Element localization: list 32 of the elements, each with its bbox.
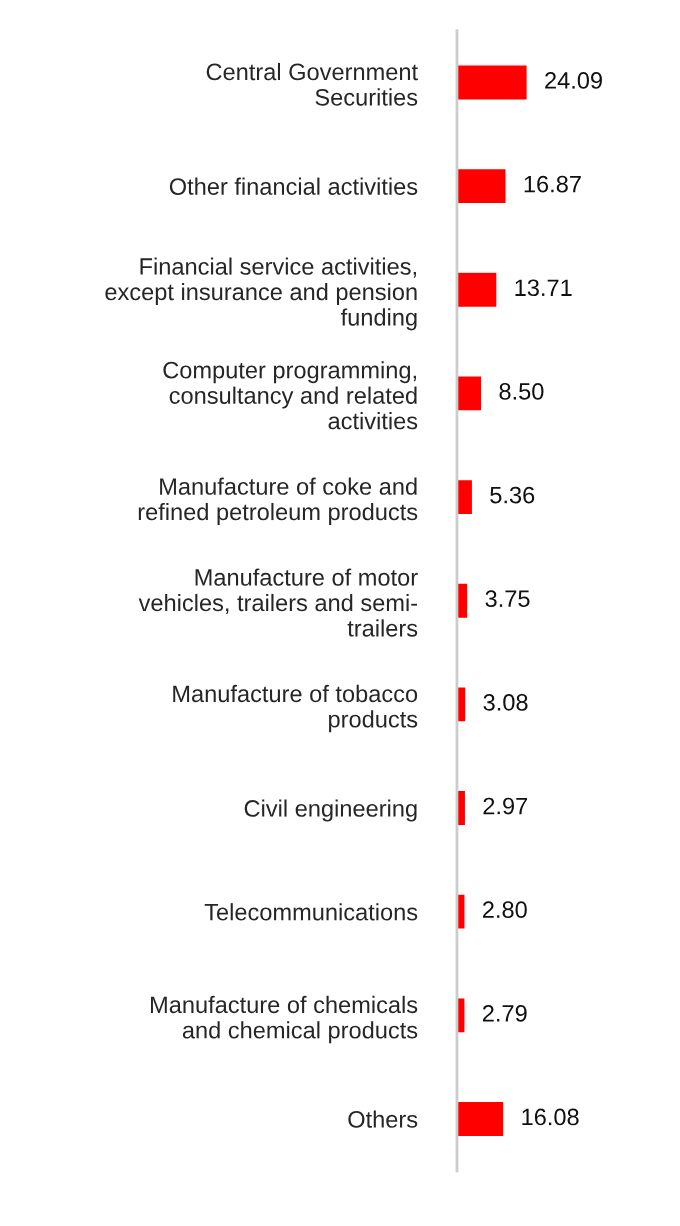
y-tick-label: Central Government Securities	[206, 62, 418, 106]
data-label: 3.08	[483, 694, 528, 711]
y-tick-label: Financial service activities, except insurance and pension funding	[105, 257, 417, 331]
bar	[456, 997, 466, 1034]
y-tick-label: Manufacture of chemicals and chemical products	[151, 995, 418, 1044]
y-tick-label: Other financial activities	[169, 177, 418, 195]
bar	[456, 478, 474, 516]
y-tick-label: Manufacture of tobacco products	[173, 684, 418, 733]
y-tick-label: Computer programming, consultancy and related activities	[163, 361, 418, 430]
bar	[456, 893, 466, 931]
y-tick-label: Others	[348, 1110, 418, 1128]
data-label: 5.36	[490, 486, 535, 504]
data-label: 16.08	[522, 1108, 579, 1126]
bar	[456, 167, 507, 205]
bar	[456, 271, 498, 309]
data-label: 2.80	[482, 901, 527, 919]
bar	[456, 64, 528, 101]
bar	[456, 582, 469, 620]
y-tick-label: Manufacture of coke and refined petroleum products	[138, 477, 418, 525]
data-label: 24.09	[545, 72, 602, 89]
data-label: 3.75	[485, 590, 530, 608]
data-label: 16.87	[524, 175, 581, 193]
bar	[456, 375, 483, 412]
bar	[456, 1100, 505, 1138]
data-label: 2.97	[483, 797, 528, 815]
y-tick-label: Telecommunications	[204, 903, 418, 921]
y-tick-label: Manufacture of motor vehicles, trailers and semi- trailers	[138, 568, 418, 637]
bar	[456, 686, 467, 723]
data-label: 13.71	[515, 279, 572, 297]
data-label: 8.50	[499, 383, 544, 400]
y-tick-label: Civil engineering	[244, 799, 417, 822]
data-label: 2.79	[482, 1004, 527, 1022]
